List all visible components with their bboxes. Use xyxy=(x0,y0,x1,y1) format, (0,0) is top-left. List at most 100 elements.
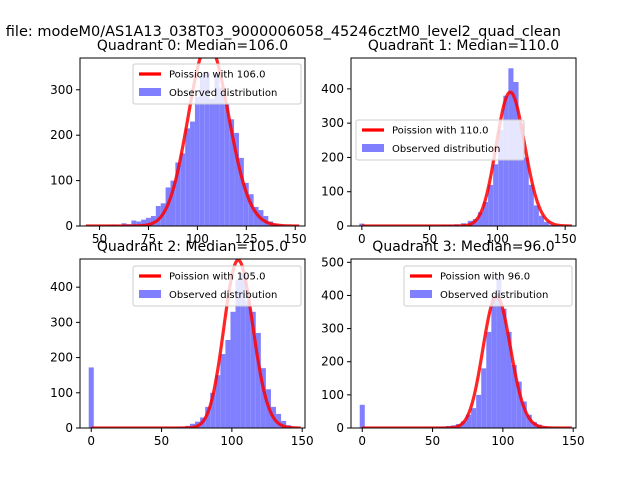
y-tick-label: 400 xyxy=(321,288,344,302)
legend-label-fit: Poission with 106.0 xyxy=(169,70,265,81)
hist-bar xyxy=(220,354,226,428)
hist-bar xyxy=(359,404,365,428)
hist-bar xyxy=(199,76,205,226)
legend-label-fit: Poission with 110.0 xyxy=(392,126,488,137)
hist-bar xyxy=(245,301,251,428)
panel-title: Quadrant 3: Median=96.0 xyxy=(372,239,554,255)
poisson-fit-line xyxy=(360,90,573,226)
x-tick-label: 100 xyxy=(491,434,514,448)
legend-box xyxy=(132,265,302,307)
hist-bar xyxy=(518,123,524,226)
hist-bar xyxy=(155,206,161,226)
hist-bar xyxy=(460,421,467,428)
y-tick-label: 300 xyxy=(50,83,73,97)
hist-bar xyxy=(477,212,483,226)
legend-label-observed: Observed distribution xyxy=(169,88,277,99)
hist-bar xyxy=(219,87,225,226)
hist-bar xyxy=(210,392,216,428)
hist-bar xyxy=(253,206,259,226)
hist-bar xyxy=(486,331,492,428)
plot-area xyxy=(88,259,302,428)
chart-panel-quadrant-1: 0 50 100 150 0 100 200 300 400 Quadrant 1: Median… xyxy=(321,38,577,246)
legend-bar-swatch xyxy=(139,290,161,298)
legend: Poission with 105.0 Observed distribution xyxy=(132,265,302,307)
hist-bar xyxy=(476,394,482,428)
y-tick-label: 200 xyxy=(50,351,73,365)
hist-bar xyxy=(496,278,502,428)
y-tick-label: 100 xyxy=(50,174,73,188)
panel-title: Quadrant 0: Median=106.0 xyxy=(97,38,288,54)
x-tick-label: 150 xyxy=(284,232,307,246)
x-tick-label: 150 xyxy=(291,434,314,448)
legend-bar-swatch xyxy=(362,144,384,152)
legend-label-observed: Observed distribution xyxy=(440,290,548,301)
axes-frame xyxy=(350,57,577,227)
hist-bar xyxy=(481,368,487,428)
legend-label-observed: Observed distribution xyxy=(392,144,500,155)
hist-bar xyxy=(493,164,499,226)
hist-bar xyxy=(498,130,504,226)
hist-bar xyxy=(238,157,244,226)
hist-bar xyxy=(549,224,555,226)
hist-bar xyxy=(501,308,507,428)
x-tick-label: 50 xyxy=(425,434,440,448)
x-tick-label: 150 xyxy=(554,232,577,246)
hist-bar xyxy=(204,71,210,226)
x-tick-label: 100 xyxy=(186,232,209,246)
hist-bar xyxy=(482,202,489,226)
x-tick-label: 0 xyxy=(358,232,366,246)
chart-panel-quadrant-3: 0 50 100 150 0 100 200 300 400 500 Quadrant 3: Med… xyxy=(321,239,585,448)
legend-box xyxy=(132,63,302,105)
hist-bar xyxy=(521,401,527,428)
hist-bar xyxy=(185,128,191,226)
hist-bar xyxy=(543,221,550,226)
hist-bar xyxy=(276,413,282,428)
y-tick-label: 200 xyxy=(321,355,344,369)
y-tick-label: 500 xyxy=(321,255,344,269)
hist-bar xyxy=(511,365,517,428)
hist-bar xyxy=(533,205,539,226)
legend-box xyxy=(403,265,573,307)
y-tick-label: 400 xyxy=(50,280,73,294)
hist-bar xyxy=(234,132,239,226)
poisson-fit-line xyxy=(90,259,302,428)
hist-bar xyxy=(240,273,246,428)
hist-bar xyxy=(225,339,231,428)
x-tick-label: 50 xyxy=(154,434,169,448)
hist-bar xyxy=(190,121,195,226)
poisson-fit-line xyxy=(361,294,573,428)
y-tick-label: 200 xyxy=(50,128,73,142)
axes-frame xyxy=(79,258,306,429)
legend: Poission with 106.0 Observed distribution xyxy=(132,63,302,105)
hist-bar xyxy=(205,406,211,428)
y-tick-label: 300 xyxy=(50,315,73,329)
hist-bar xyxy=(141,219,147,226)
hist-bar xyxy=(146,217,151,226)
hist-bar xyxy=(526,414,532,428)
legend-box xyxy=(355,119,525,161)
hist-bar xyxy=(150,216,156,226)
y-tick-label: 0 xyxy=(336,219,344,233)
hist-bar xyxy=(488,184,494,226)
legend-label-fit: Poission with 96.0 xyxy=(440,272,530,283)
hist-bar xyxy=(471,408,477,428)
hist-bar xyxy=(224,103,230,226)
hist-bar xyxy=(88,367,94,428)
hist-bar xyxy=(235,280,241,428)
legend: Poission with 110.0 Observed distribution xyxy=(355,119,525,161)
legend-bar-swatch xyxy=(139,88,161,96)
legend-label-observed: Observed distribution xyxy=(169,290,277,301)
y-tick-label: 400 xyxy=(321,82,344,96)
x-tick-label: 125 xyxy=(235,232,258,246)
x-tick-label: 100 xyxy=(220,434,243,448)
hist-bar xyxy=(516,381,522,428)
panel-title: Quadrant 2: Median=105.0 xyxy=(97,239,288,255)
x-tick-label: 50 xyxy=(422,232,437,246)
hist-bar xyxy=(466,414,472,428)
x-tick-label: 0 xyxy=(87,434,95,448)
hist-bar xyxy=(229,119,235,226)
y-tick-label: 300 xyxy=(321,116,344,130)
y-tick-label: 200 xyxy=(321,150,344,164)
hist-bar xyxy=(260,368,266,428)
